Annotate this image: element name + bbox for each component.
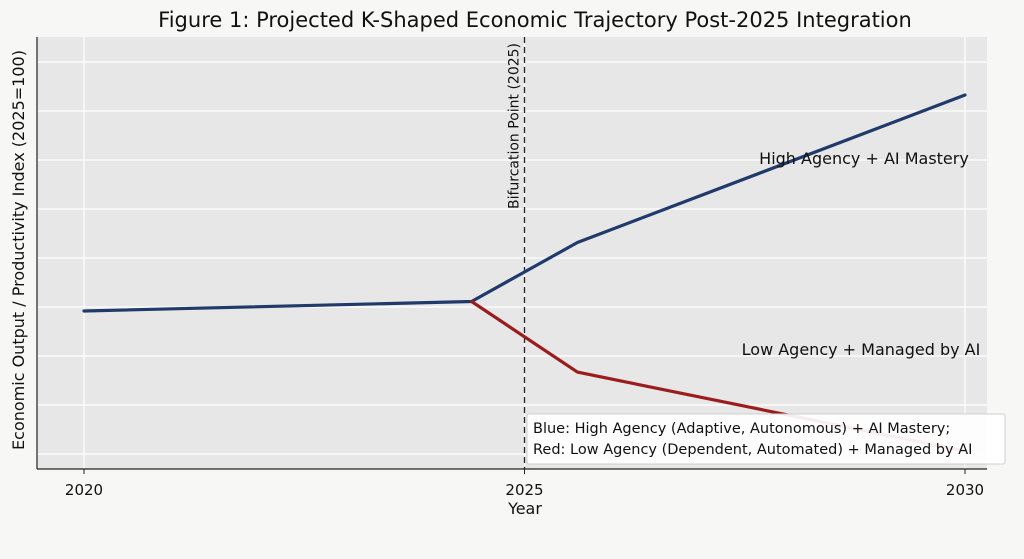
- series-label-high-agency: High Agency + AI Mastery: [759, 149, 969, 168]
- bifurcation-label: Bifurcation Point (2025): [507, 43, 523, 209]
- legend-box: Blue: High Agency (Adaptive, Autonomous)…: [526, 413, 1006, 465]
- series-label-low-agency: Low Agency + Managed by AI: [742, 340, 981, 359]
- plot-area: [37, 37, 987, 469]
- x-tick-label: 2020: [65, 481, 103, 499]
- x-tick-label: 2030: [946, 481, 984, 499]
- x-ticks: 2020 2025 2030: [65, 469, 984, 499]
- x-tick-label: 2025: [505, 481, 543, 499]
- series-line-high-agency: [82, 93, 967, 313]
- chart-title: Figure 1: Projected K-Shaped Economic Tr…: [158, 8, 912, 32]
- x-axis-label: Year: [507, 499, 542, 518]
- legend-line-red: Red: Low Agency (Dependent, Automated) +…: [533, 442, 972, 458]
- y-axis-label: Economic Output / Productivity Index (20…: [9, 50, 28, 450]
- legend-line-blue: Blue: High Agency (Adaptive, Autonomous)…: [533, 421, 950, 437]
